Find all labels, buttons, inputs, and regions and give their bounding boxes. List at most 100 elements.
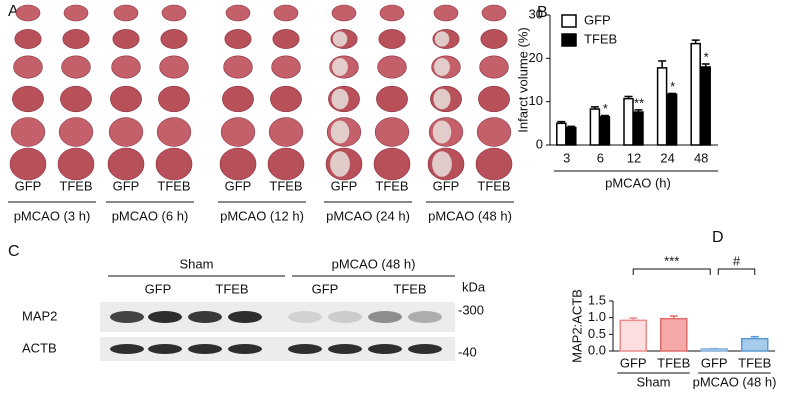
brain-slice xyxy=(158,85,190,113)
brain-slice xyxy=(159,55,189,79)
brain-slice xyxy=(108,117,144,147)
brain-slice xyxy=(60,85,92,113)
infarct xyxy=(331,88,349,110)
brain-slice xyxy=(13,55,43,79)
brain-slice xyxy=(12,85,44,113)
marker-label: -40 xyxy=(458,344,477,359)
lane-label: TFEB xyxy=(269,178,302,193)
panel-label: A xyxy=(8,3,19,20)
bar xyxy=(741,337,769,352)
bar xyxy=(619,319,647,352)
lane-label: TFEB xyxy=(375,178,408,193)
brain-slice xyxy=(111,55,141,79)
bracket xyxy=(632,268,711,275)
infarct xyxy=(432,151,452,177)
y-tick-label: 1.0 xyxy=(588,309,606,324)
bar xyxy=(623,97,634,146)
brain-slice xyxy=(377,55,407,79)
bar xyxy=(633,111,644,146)
y-tick-label: 20 xyxy=(529,50,543,65)
brain-slice xyxy=(9,147,47,181)
band xyxy=(328,344,362,354)
row-label: ACTB xyxy=(22,340,57,355)
condition-label: pMCAO (12 h) xyxy=(220,208,304,223)
band xyxy=(148,344,182,354)
significance: * xyxy=(670,79,675,94)
lane-label: GFP xyxy=(312,281,339,296)
brain-slice xyxy=(14,29,42,49)
brain-slice xyxy=(272,29,300,49)
band xyxy=(148,311,182,323)
brain-slice xyxy=(223,55,253,79)
legend-swatch xyxy=(561,14,577,28)
brain-slice xyxy=(156,117,192,147)
brain-slice xyxy=(331,4,357,22)
brain-slice xyxy=(379,4,405,22)
y-tick-label: 0.0 xyxy=(588,342,606,357)
lane-label: GFP xyxy=(433,178,460,193)
brain-slice xyxy=(224,29,252,49)
legend-swatch xyxy=(561,33,577,47)
bar xyxy=(666,93,678,146)
bar xyxy=(556,122,567,146)
band xyxy=(288,311,322,323)
brain-slice xyxy=(481,4,507,22)
brain-slice xyxy=(57,147,95,181)
band xyxy=(328,311,362,323)
brain-slice xyxy=(155,147,193,181)
infarct xyxy=(433,88,451,110)
x-axis-label: pMCAO (h) xyxy=(605,175,671,190)
brain-slice xyxy=(268,117,304,147)
y-tick-label: 1.5 xyxy=(588,292,606,307)
panel-label: C xyxy=(8,243,20,260)
brain-slice xyxy=(270,85,302,113)
lane-label: GFP xyxy=(113,178,140,193)
significance: # xyxy=(733,253,741,268)
significance: * xyxy=(603,101,608,116)
infarct xyxy=(332,31,348,47)
band xyxy=(288,344,322,354)
group-label: pMCAO (48 h) xyxy=(693,374,777,389)
blot-group: Sham xyxy=(180,256,214,271)
band xyxy=(110,344,144,354)
x-tick-label: 3 xyxy=(563,150,570,165)
lane-label: TFEB xyxy=(393,281,426,296)
y-tick-label: 30 xyxy=(529,6,543,21)
lane-label: TFEB xyxy=(477,178,510,193)
bar xyxy=(690,42,701,146)
bar xyxy=(700,66,711,146)
blot-group: pMCAO (48 h) xyxy=(332,256,416,271)
brain-slice xyxy=(113,4,139,22)
infarct xyxy=(432,120,452,144)
x-tick-label: TFEB xyxy=(738,355,771,370)
y-axis-label: Infarct volume (%) xyxy=(515,27,530,132)
legend-label: GFP xyxy=(584,12,611,27)
band xyxy=(110,311,144,323)
band xyxy=(188,311,222,323)
marker-label: -300 xyxy=(458,302,484,317)
brain-slice xyxy=(225,4,251,22)
brain-slice xyxy=(267,147,305,181)
band xyxy=(228,311,262,323)
lane-label: GFP xyxy=(225,178,252,193)
brain-slice xyxy=(219,147,257,181)
brain-slice xyxy=(220,117,256,147)
brain-slice xyxy=(476,117,512,147)
y-tick-label: 0 xyxy=(536,136,543,151)
x-tick-label: GFP xyxy=(620,355,647,370)
row-label: MAP2 xyxy=(22,308,57,323)
band xyxy=(408,344,442,354)
lane-label: TFEB xyxy=(215,281,248,296)
brain-slice xyxy=(160,29,188,49)
brain-slice xyxy=(63,4,89,22)
band xyxy=(408,311,442,323)
unit-label: kDa xyxy=(462,279,486,294)
brain-slice xyxy=(271,55,301,79)
brain-slice xyxy=(15,4,41,22)
brain-slice xyxy=(475,147,513,181)
y-axis-label: MAP2:ACTB xyxy=(569,289,584,363)
bracket xyxy=(717,268,756,275)
significance: ** xyxy=(634,95,644,110)
bar xyxy=(660,317,688,352)
lane-label: GFP xyxy=(331,178,358,193)
